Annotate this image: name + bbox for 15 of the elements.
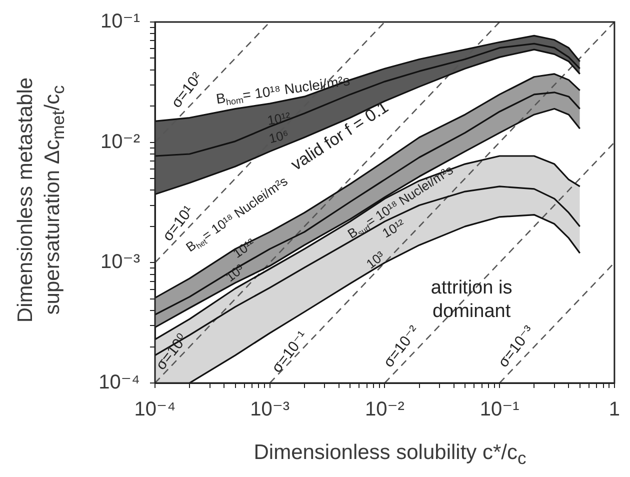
annotation: 10³	[363, 248, 388, 272]
annotation: 10³	[222, 260, 248, 285]
annotation: 10¹²	[230, 235, 258, 261]
y-tick-label: 10⁻¹	[100, 10, 140, 33]
annotation: attrition is dominant	[430, 277, 512, 322]
y-tick-label: 10⁻³	[100, 251, 140, 274]
annotation: 10⁶	[267, 126, 290, 146]
x-tick-label: 10⁻¹	[480, 398, 520, 421]
x-tick-label: 10⁻³	[250, 398, 290, 421]
y-tick-label: 10⁻⁴	[98, 372, 140, 394]
x-axis-title: Dimensionless solubility c*/c$_{c}$	[254, 440, 526, 470]
x-tick-label: 10⁻⁴	[134, 398, 176, 421]
x-tick-label: 10⁻²	[364, 398, 405, 421]
x-tick-label: 1	[608, 398, 620, 421]
y-tick-label: 10⁻²	[100, 130, 140, 153]
